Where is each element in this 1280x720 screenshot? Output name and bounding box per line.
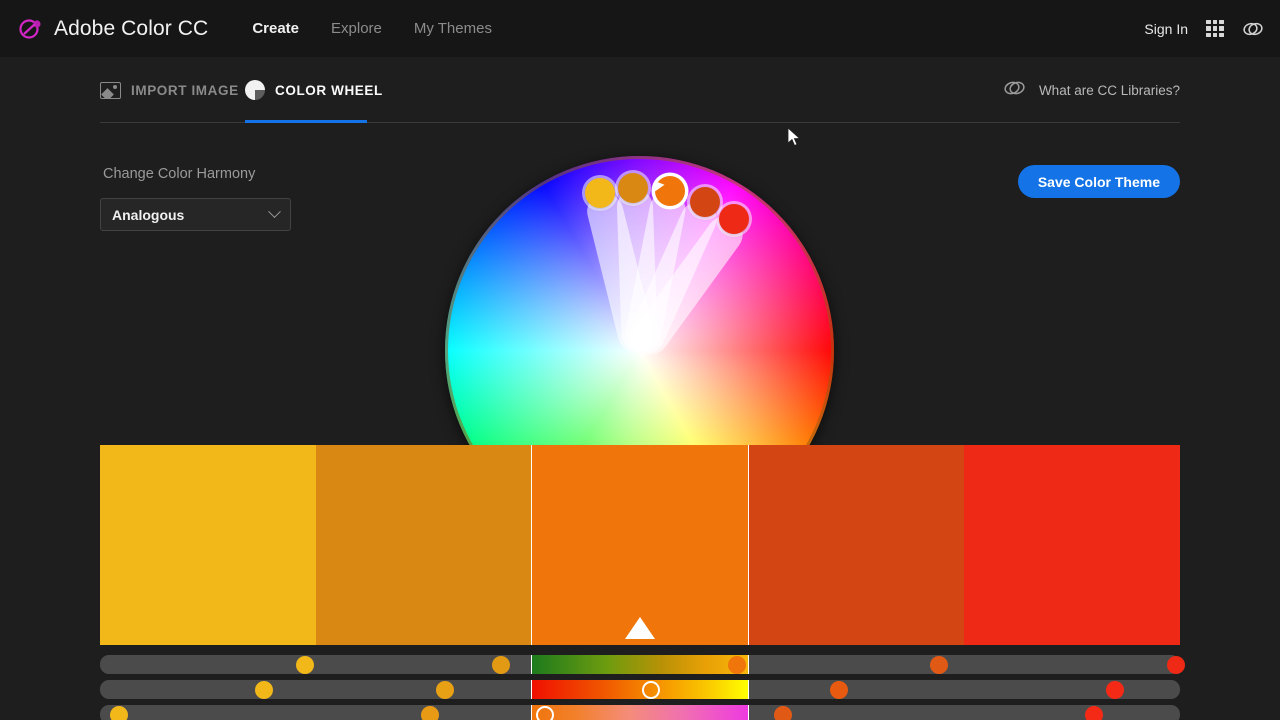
selected-swatch-marker	[624, 617, 655, 639]
slider-gradient[interactable]	[532, 655, 748, 674]
handle-3[interactable]	[654, 175, 685, 206]
slider-track[interactable]	[748, 680, 965, 699]
brightness-slider-row	[100, 705, 1180, 720]
harmony-dropdown[interactable]: Analogous	[100, 198, 291, 231]
main-nav: Create Explore My Themes	[252, 20, 492, 37]
cc-libraries-label: What are CC Libraries?	[1038, 82, 1180, 98]
harmony-label: Change Color Harmony	[103, 166, 256, 182]
harmony-selected-value: Analogous	[112, 206, 185, 223]
mouse-cursor	[787, 127, 802, 148]
brightness-slider-row-cell-5[interactable]	[964, 705, 1180, 720]
slider-knob[interactable]	[492, 655, 510, 674]
slider-knob[interactable]	[435, 680, 454, 699]
slider-knob[interactable]	[1084, 705, 1103, 720]
nav-item-explore[interactable]: Explore	[331, 20, 382, 37]
brightness-slider-row-cell-3[interactable]	[531, 705, 749, 720]
brand[interactable]: Adobe Color CC	[18, 16, 208, 42]
slider-knob[interactable]	[642, 681, 660, 699]
slider-track[interactable]	[100, 680, 316, 699]
top-header: Adobe Color CC Create Explore My Themes …	[0, 0, 1280, 57]
slider-knob[interactable]	[929, 655, 948, 674]
brightness-slider-row-cell-2[interactable]	[315, 705, 532, 720]
slider-track[interactable]	[964, 655, 1180, 674]
slider-track[interactable]	[100, 655, 316, 674]
slider-track[interactable]	[315, 680, 532, 699]
apps-grid-icon[interactable]	[1206, 19, 1224, 38]
slider-knob[interactable]	[110, 705, 129, 720]
saturation-slider-row-cell-1[interactable]	[100, 680, 316, 699]
saturation-slider-row-cell-2[interactable]	[315, 680, 532, 699]
color-wheel-icon	[245, 80, 265, 100]
tab-row-divider	[100, 122, 1180, 123]
slider-knob[interactable]	[774, 705, 793, 720]
swatch-3[interactable]	[531, 445, 749, 645]
saturation-slider-row-cell-3[interactable]	[531, 680, 749, 699]
slider-knob[interactable]	[1166, 655, 1185, 674]
brightness-slider-row-cell-1[interactable]	[100, 705, 316, 720]
slider-track[interactable]	[964, 680, 1180, 699]
saturation-slider-row	[100, 680, 1180, 699]
brightness-slider-row-cell-4[interactable]	[748, 705, 965, 720]
slider-knob[interactable]	[536, 706, 554, 720]
slider-knob[interactable]	[254, 680, 273, 699]
hue-slider-row	[100, 655, 1185, 674]
handle-4[interactable]	[689, 187, 720, 217]
creative-cloud-icon[interactable]	[1242, 18, 1264, 40]
slider-track[interactable]	[748, 655, 965, 674]
slider-knob[interactable]	[830, 680, 849, 699]
slider-track[interactable]	[100, 705, 316, 720]
slider-gradient[interactable]	[532, 705, 748, 720]
sign-in-button[interactable]: Sign In	[1144, 20, 1188, 37]
hue-slider-row-cell-4[interactable]	[748, 655, 965, 674]
saturation-slider-row-cell-4[interactable]	[748, 680, 965, 699]
nav-item-my-themes[interactable]: My Themes	[413, 20, 492, 37]
swatch-2[interactable]	[315, 445, 532, 645]
swatch-1[interactable]	[100, 445, 316, 645]
saturation-slider-row-cell-5[interactable]	[964, 680, 1180, 699]
slider-track[interactable]	[748, 705, 965, 720]
slider-track[interactable]	[964, 705, 1180, 720]
hue-slider-row-cell-2[interactable]	[315, 655, 532, 674]
image-icon	[100, 81, 121, 99]
tab-import-image-label: IMPORT IMAGE	[131, 82, 239, 98]
nav-item-create[interactable]: Create	[252, 20, 300, 37]
creative-cloud-icon	[1003, 78, 1027, 103]
brand-title: Adobe Color CC	[54, 16, 209, 40]
swatch-4[interactable]	[748, 445, 965, 645]
save-color-theme-button[interactable]: Save Color Theme	[1017, 165, 1180, 198]
tab-color-wheel-label: COLOR WHEEL	[275, 82, 383, 98]
swatch-5[interactable]	[964, 445, 1180, 645]
tab-row: IMPORT IMAGE COLOR WHEEL What are CC Lib…	[0, 57, 1280, 123]
header-right-group: Sign In	[1144, 0, 1264, 57]
slider-knob[interactable]	[295, 655, 314, 674]
slider-knob[interactable]	[1106, 680, 1125, 699]
handle-5[interactable]	[719, 203, 750, 234]
hue-slider-row-cell-3[interactable]	[531, 655, 749, 674]
tab-color-wheel[interactable]: COLOR WHEEL	[245, 57, 383, 123]
slider-knob[interactable]	[728, 655, 746, 674]
tab-import-image[interactable]: IMPORT IMAGE	[100, 57, 239, 123]
cc-libraries-link[interactable]: What are CC Libraries?	[1003, 57, 1180, 123]
tab-active-underline	[245, 120, 367, 123]
hue-slider-row-cell-5[interactable]	[964, 655, 1185, 674]
color-slider-panel	[100, 655, 1185, 720]
slider-track[interactable]	[315, 655, 532, 674]
chevron-down-icon	[268, 205, 281, 219]
adobe-color-logo	[18, 16, 44, 42]
slider-gradient[interactable]	[532, 680, 748, 699]
handle-2[interactable]	[618, 173, 649, 204]
slider-knob[interactable]	[420, 705, 439, 720]
hue-slider-row-cell-1[interactable]	[100, 655, 316, 674]
color-swatch-strip	[100, 445, 1180, 645]
handle-1[interactable]	[584, 177, 615, 208]
